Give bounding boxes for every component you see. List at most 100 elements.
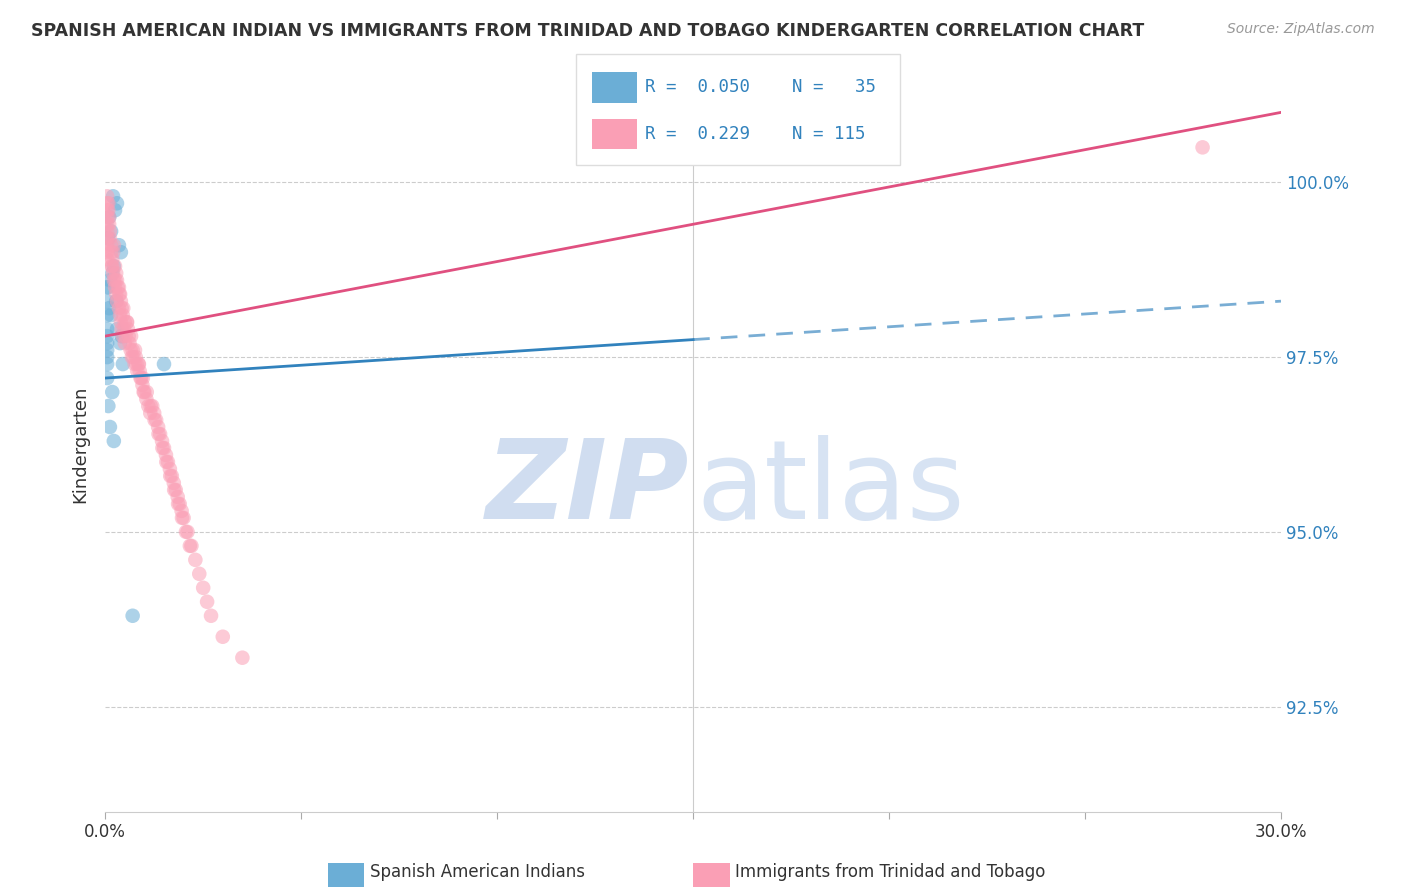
Point bbox=[98, 273, 121, 287]
Point bbox=[117, 322, 139, 336]
Point bbox=[231, 650, 253, 665]
Point bbox=[122, 350, 145, 364]
Point bbox=[111, 301, 134, 315]
Point bbox=[111, 329, 134, 343]
Point bbox=[128, 364, 150, 378]
Point bbox=[97, 203, 120, 218]
Point bbox=[98, 420, 121, 434]
Point bbox=[100, 224, 122, 238]
Point bbox=[110, 294, 132, 309]
Point bbox=[96, 203, 118, 218]
Point bbox=[96, 294, 118, 309]
Point bbox=[125, 357, 148, 371]
Point bbox=[167, 497, 190, 511]
Point bbox=[111, 357, 134, 371]
Point bbox=[96, 350, 118, 364]
Point bbox=[143, 413, 166, 427]
Point bbox=[105, 294, 128, 309]
Point bbox=[121, 350, 143, 364]
Point bbox=[115, 315, 138, 329]
Point bbox=[96, 336, 118, 351]
Point bbox=[118, 329, 141, 343]
Point bbox=[145, 413, 167, 427]
Point bbox=[96, 357, 118, 371]
Point bbox=[101, 266, 124, 280]
Point bbox=[128, 357, 150, 371]
Point bbox=[97, 196, 120, 211]
Point bbox=[110, 245, 132, 260]
Point bbox=[98, 224, 121, 238]
Point bbox=[211, 630, 233, 644]
Point bbox=[101, 252, 124, 267]
Point bbox=[135, 385, 157, 400]
Point bbox=[108, 280, 131, 294]
Point bbox=[103, 434, 125, 448]
Point bbox=[108, 287, 131, 301]
Point bbox=[101, 385, 124, 400]
Point bbox=[180, 539, 202, 553]
Point bbox=[96, 196, 118, 211]
Point bbox=[125, 350, 148, 364]
Point bbox=[108, 336, 131, 351]
Text: Source: ZipAtlas.com: Source: ZipAtlas.com bbox=[1227, 22, 1375, 37]
Point bbox=[131, 378, 153, 392]
Point bbox=[104, 259, 127, 273]
Point bbox=[96, 224, 118, 238]
Point bbox=[193, 581, 215, 595]
Point bbox=[108, 301, 131, 315]
Point bbox=[97, 280, 120, 294]
Point bbox=[101, 266, 124, 280]
Text: R =  0.229    N = 115: R = 0.229 N = 115 bbox=[645, 125, 866, 143]
Point bbox=[108, 308, 131, 322]
Point bbox=[108, 287, 131, 301]
Point bbox=[96, 371, 118, 385]
Text: Immigrants from Trinidad and Tobago: Immigrants from Trinidad and Tobago bbox=[735, 863, 1046, 881]
Point bbox=[121, 608, 143, 623]
Point bbox=[104, 280, 127, 294]
Point bbox=[100, 259, 122, 273]
Point bbox=[120, 329, 142, 343]
Point bbox=[100, 238, 122, 252]
Point bbox=[107, 280, 129, 294]
Point bbox=[135, 392, 157, 406]
Point bbox=[121, 343, 143, 357]
Point bbox=[127, 364, 149, 378]
Point bbox=[118, 336, 141, 351]
Point bbox=[129, 371, 152, 385]
Point bbox=[98, 301, 121, 315]
Point bbox=[174, 524, 197, 539]
Point bbox=[153, 357, 176, 371]
Point bbox=[141, 399, 163, 413]
Point bbox=[103, 259, 125, 273]
Text: ZIP: ZIP bbox=[486, 435, 689, 542]
Point bbox=[96, 238, 118, 252]
Point bbox=[139, 406, 162, 420]
Point bbox=[97, 399, 120, 413]
Point bbox=[112, 322, 135, 336]
Point bbox=[132, 385, 155, 400]
Point bbox=[169, 497, 191, 511]
Text: atlas: atlas bbox=[696, 435, 965, 542]
Point bbox=[111, 322, 134, 336]
Point bbox=[103, 273, 125, 287]
Point bbox=[195, 595, 218, 609]
Point bbox=[146, 420, 169, 434]
Point bbox=[152, 441, 174, 455]
Point bbox=[96, 245, 118, 260]
Point bbox=[166, 490, 188, 504]
Point bbox=[173, 511, 195, 525]
Point bbox=[98, 231, 121, 245]
Point bbox=[200, 608, 222, 623]
Point bbox=[100, 245, 122, 260]
Point bbox=[96, 252, 118, 267]
Point bbox=[170, 504, 193, 518]
Text: Spanish American Indians: Spanish American Indians bbox=[370, 863, 585, 881]
Point bbox=[105, 266, 128, 280]
Point bbox=[97, 231, 120, 245]
Point bbox=[165, 483, 187, 497]
Point bbox=[103, 238, 125, 252]
Point bbox=[136, 399, 159, 413]
Point bbox=[188, 566, 211, 581]
Point bbox=[96, 329, 118, 343]
Point bbox=[179, 539, 201, 553]
